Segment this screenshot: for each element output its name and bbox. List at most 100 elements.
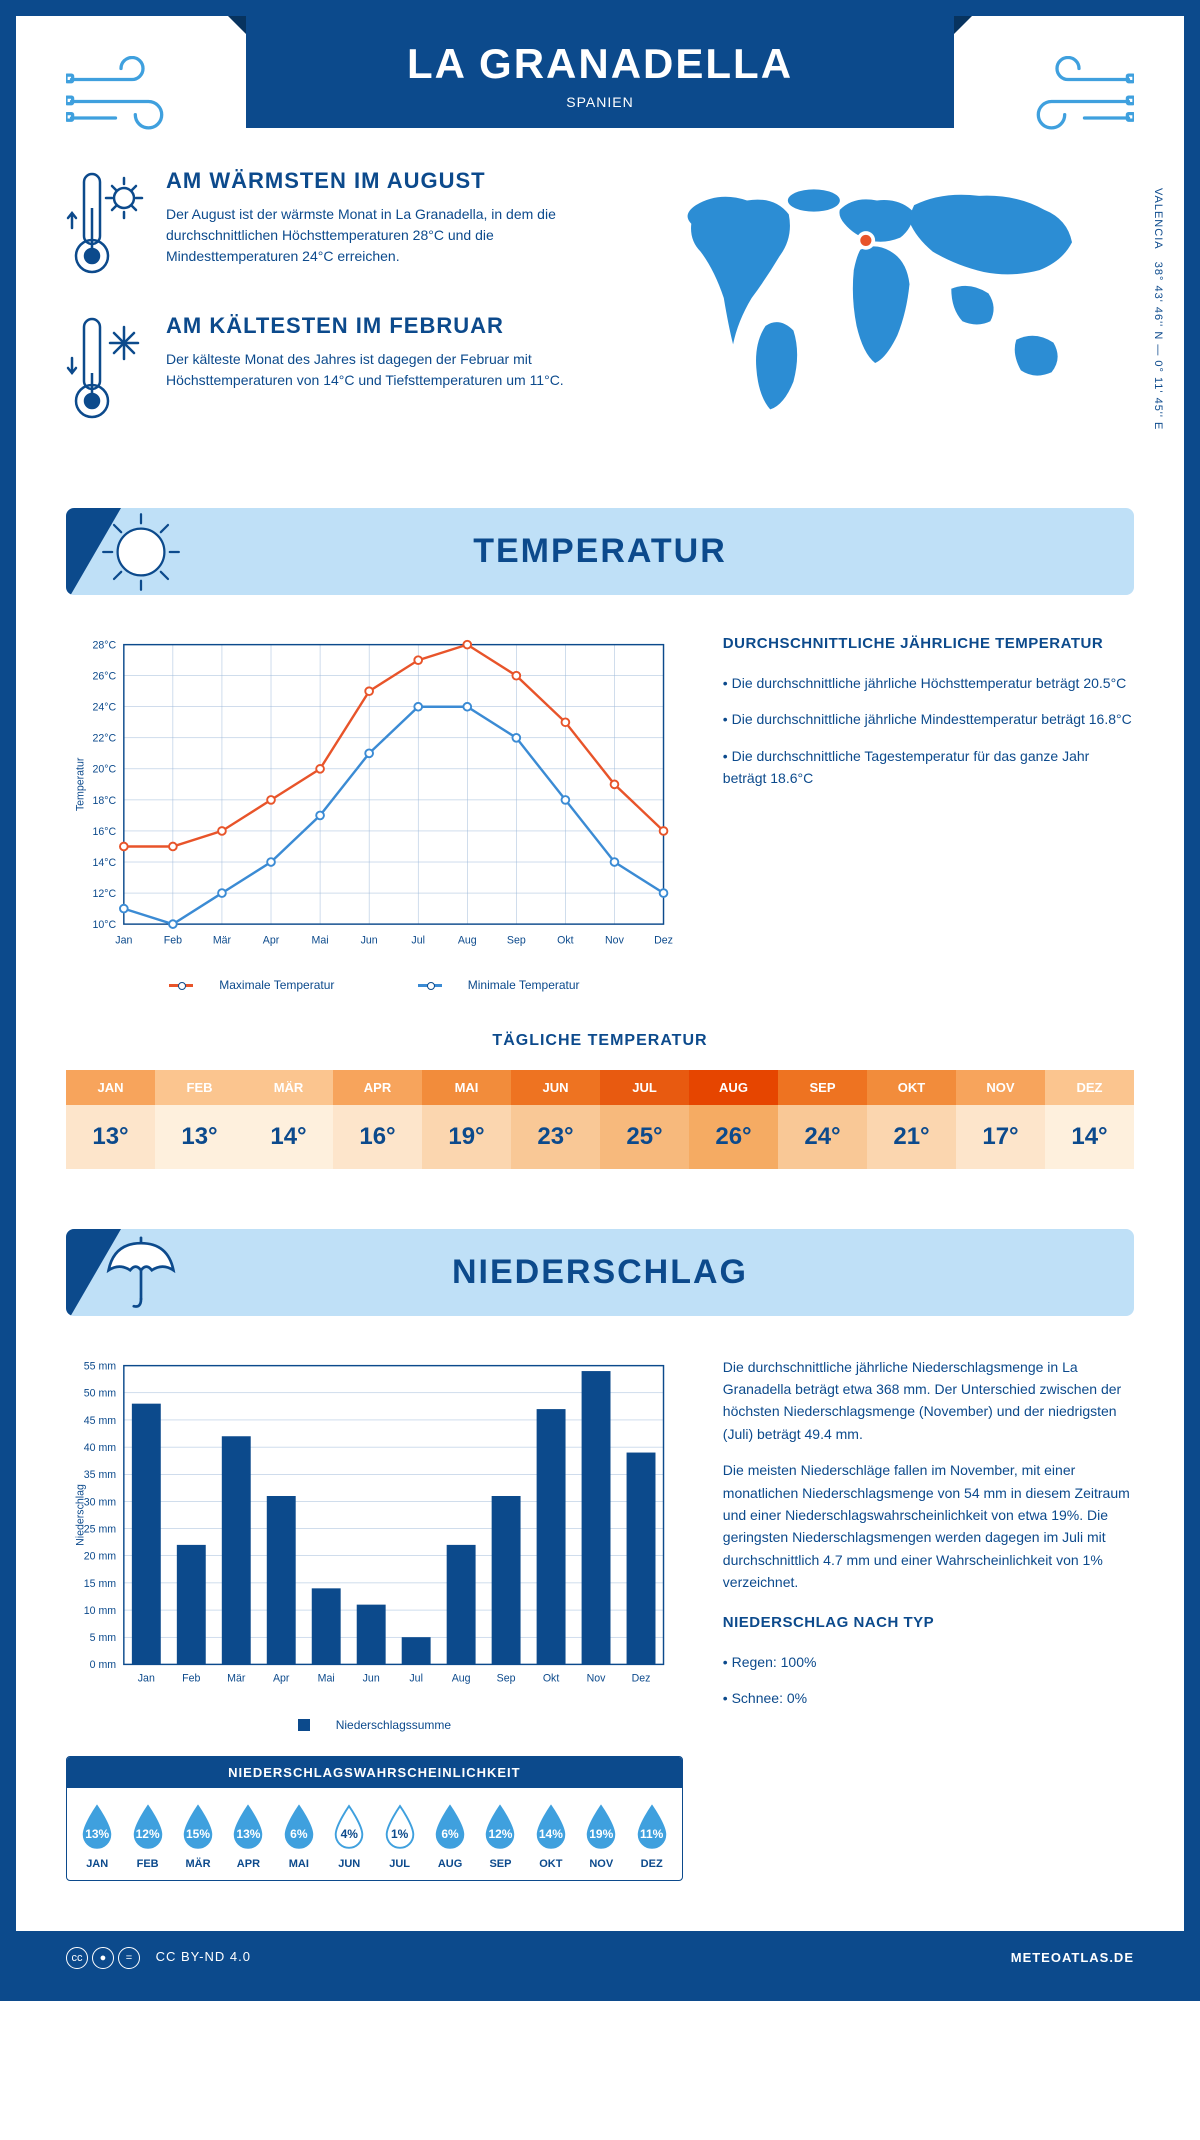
- svg-text:24°C: 24°C: [92, 702, 116, 714]
- prob-cell: 13% APR: [224, 1802, 272, 1870]
- daily-temp-cell: DEZ14°: [1045, 1070, 1134, 1169]
- svg-text:Mai: Mai: [312, 934, 329, 946]
- svg-text:18°C: 18°C: [92, 795, 116, 807]
- svg-text:Okt: Okt: [543, 1672, 560, 1684]
- precip-p2: Die meisten Niederschläge fallen im Nove…: [723, 1459, 1134, 1593]
- precipitation-bar-chart: 0 mm5 mm10 mm15 mm20 mm25 mm30 mm35 mm40…: [66, 1356, 683, 1703]
- thermometer-hot-icon: [66, 168, 146, 283]
- prob-cell: 19% NOV: [577, 1802, 625, 1870]
- svg-text:Sep: Sep: [497, 1672, 516, 1684]
- fact-coldest: AM KÄLTESTEN IM FEBRUAR Der kälteste Mon…: [66, 313, 580, 428]
- svg-text:50 mm: 50 mm: [84, 1387, 117, 1399]
- daily-temp-cell: JUL25°: [600, 1070, 689, 1169]
- svg-text:Nov: Nov: [587, 1672, 607, 1684]
- fact-warmest: AM WÄRMSTEN IM AUGUST Der August ist der…: [66, 168, 580, 283]
- prob-cell: 14% OKT: [527, 1802, 575, 1870]
- svg-text:0 mm: 0 mm: [90, 1659, 117, 1671]
- daily-temp-cell: MÄR14°: [244, 1070, 333, 1169]
- section-temp-title: TEMPERATUR: [66, 532, 1134, 571]
- raindrop-icon: 13%: [78, 1802, 116, 1850]
- prob-cell: 6% MAI: [275, 1802, 323, 1870]
- daily-temp-cell: AUG26°: [689, 1070, 778, 1169]
- svg-text:28°C: 28°C: [92, 639, 116, 651]
- fact-warm-title: AM WÄRMSTEN IM AUGUST: [166, 168, 580, 194]
- svg-text:Apr: Apr: [263, 934, 280, 946]
- raindrop-icon: 13%: [229, 1802, 267, 1850]
- prob-cell: 12% SEP: [476, 1802, 524, 1870]
- daily-temp-cell: APR16°: [333, 1070, 422, 1169]
- raindrop-icon: 14%: [532, 1802, 570, 1850]
- raindrop-icon: 15%: [179, 1802, 217, 1850]
- raindrop-icon: 1%: [381, 1802, 419, 1850]
- svg-text:Dez: Dez: [632, 1672, 651, 1684]
- prob-title: NIEDERSCHLAGSWAHRSCHEINLICHKEIT: [67, 1757, 682, 1788]
- title-banner: LA GRANADELLA SPANIEN: [246, 16, 954, 128]
- svg-text:Dez: Dez: [654, 934, 673, 946]
- prob-cell: 12% FEB: [123, 1802, 171, 1870]
- svg-text:26°C: 26°C: [92, 671, 116, 683]
- raindrop-icon: 12%: [481, 1802, 519, 1850]
- svg-text:Mai: Mai: [318, 1672, 335, 1684]
- temp-info-title: DURCHSCHNITTLICHE JÄHRLICHE TEMPERATUR: [723, 635, 1134, 652]
- prob-cell: 11% DEZ: [627, 1802, 675, 1870]
- section-precipitation: NIEDERSCHLAG: [66, 1229, 1134, 1316]
- daily-temp-cell: JAN13°: [66, 1070, 155, 1169]
- svg-text:Jun: Jun: [361, 934, 378, 946]
- daily-temp-cell: NOV17°: [956, 1070, 1045, 1169]
- precip-probability-box: NIEDERSCHLAGSWAHRSCHEINLICHKEIT 13% JAN …: [66, 1756, 683, 1881]
- daily-temp-title: TÄGLICHE TEMPERATUR: [66, 1032, 1134, 1050]
- svg-text:Jun: Jun: [363, 1672, 380, 1684]
- svg-text:15 mm: 15 mm: [84, 1577, 117, 1589]
- daily-temp-cell: FEB13°: [155, 1070, 244, 1169]
- daily-temp-cell: SEP24°: [778, 1070, 867, 1169]
- svg-text:Jan: Jan: [138, 1672, 155, 1684]
- daily-temp-cell: JUN23°: [511, 1070, 600, 1169]
- svg-text:5 mm: 5 mm: [90, 1632, 117, 1644]
- wind-icon-right: [1024, 56, 1134, 136]
- svg-text:14°C: 14°C: [92, 857, 116, 869]
- svg-text:40 mm: 40 mm: [84, 1442, 117, 1454]
- temperature-line-chart: 10°C12°C14°C16°C18°C20°C22°C24°C26°C28°C…: [66, 635, 683, 963]
- precip-type-list: Regen: 100% Schnee: 0%: [723, 1651, 1134, 1710]
- page-title: LA GRANADELLA: [246, 40, 954, 88]
- daily-temp-cell: OKT21°: [867, 1070, 956, 1169]
- precip-type-title: NIEDERSCHLAG NACH TYP: [723, 1614, 1134, 1631]
- temp-info-list: Die durchschnittliche jährliche Höchstte…: [723, 672, 1134, 790]
- daily-temp-cell: MAI19°: [422, 1070, 511, 1169]
- page-subtitle: SPANIEN: [246, 94, 954, 110]
- prob-cell: 4% JUN: [325, 1802, 373, 1870]
- license-text: CC BY-ND 4.0: [156, 1949, 251, 1964]
- raindrop-icon: 12%: [129, 1802, 167, 1850]
- fact-cold-title: AM KÄLTESTEN IM FEBRUAR: [166, 313, 580, 339]
- cc-icons: cc●=: [66, 1949, 144, 1964]
- svg-text:20°C: 20°C: [92, 764, 116, 776]
- svg-text:Aug: Aug: [452, 1672, 471, 1684]
- svg-text:Mär: Mär: [227, 1672, 246, 1684]
- svg-text:Niederschlag: Niederschlag: [74, 1484, 86, 1546]
- footer: cc●= CC BY-ND 4.0 METEOATLAS.DE: [16, 1931, 1184, 1985]
- raindrop-icon: 6%: [431, 1802, 469, 1850]
- svg-text:Jul: Jul: [411, 934, 425, 946]
- svg-text:55 mm: 55 mm: [84, 1360, 117, 1372]
- coordinates: VALENCIA 38° 43' 46'' N — 0° 11' 45'' E: [1152, 188, 1164, 430]
- svg-text:Mär: Mär: [213, 934, 232, 946]
- prob-cell: 13% JAN: [73, 1802, 121, 1870]
- svg-text:Feb: Feb: [182, 1672, 200, 1684]
- svg-text:30 mm: 30 mm: [84, 1496, 117, 1508]
- svg-text:35 mm: 35 mm: [84, 1469, 117, 1481]
- svg-text:Temperatur: Temperatur: [74, 757, 86, 811]
- svg-text:Feb: Feb: [164, 934, 182, 946]
- temp-legend: Maximale Temperatur Minimale Temperatur: [66, 978, 683, 992]
- svg-text:25 mm: 25 mm: [84, 1523, 117, 1535]
- precip-p1: Die durchschnittliche jährliche Niedersc…: [723, 1356, 1134, 1446]
- svg-text:22°C: 22°C: [92, 733, 116, 745]
- svg-text:10°C: 10°C: [92, 919, 116, 931]
- section-temperature: TEMPERATUR: [66, 508, 1134, 595]
- svg-text:45 mm: 45 mm: [84, 1414, 117, 1426]
- svg-text:Nov: Nov: [605, 934, 625, 946]
- svg-text:Apr: Apr: [273, 1672, 290, 1684]
- site-name: METEOATLAS.DE: [1011, 1950, 1134, 1965]
- prob-cell: 6% AUG: [426, 1802, 474, 1870]
- daily-temp-grid: JAN13°FEB13°MÄR14°APR16°MAI19°JUN23°JUL2…: [66, 1070, 1134, 1169]
- world-map: [620, 168, 1134, 428]
